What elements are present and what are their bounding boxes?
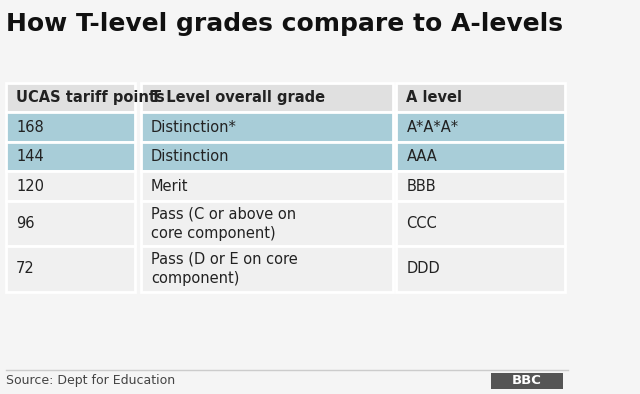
FancyBboxPatch shape [141, 142, 393, 171]
Text: Source: Dept for Education: Source: Dept for Education [6, 374, 175, 387]
Text: Distinction: Distinction [151, 149, 230, 164]
FancyBboxPatch shape [396, 142, 565, 171]
FancyBboxPatch shape [6, 142, 135, 171]
Text: AAA: AAA [406, 149, 437, 164]
FancyBboxPatch shape [491, 373, 563, 389]
FancyBboxPatch shape [396, 246, 565, 292]
Text: Distinction*: Distinction* [151, 119, 237, 135]
FancyBboxPatch shape [141, 112, 393, 142]
Text: 168: 168 [16, 119, 44, 135]
Text: How T-level grades compare to A-levels: How T-level grades compare to A-levels [6, 12, 563, 36]
FancyBboxPatch shape [396, 112, 565, 142]
Text: Pass (C or above on
core component): Pass (C or above on core component) [151, 206, 296, 241]
FancyBboxPatch shape [396, 83, 565, 112]
Text: BBB: BBB [406, 178, 436, 194]
Text: Pass (D or E on core
component): Pass (D or E on core component) [151, 251, 298, 286]
Text: A*A*A*: A*A*A* [406, 119, 458, 135]
FancyBboxPatch shape [6, 246, 135, 292]
FancyBboxPatch shape [6, 201, 135, 246]
FancyBboxPatch shape [6, 112, 135, 142]
Text: CCC: CCC [406, 216, 437, 231]
FancyBboxPatch shape [396, 201, 565, 246]
Text: 120: 120 [16, 178, 44, 194]
FancyBboxPatch shape [141, 171, 393, 201]
Text: DDD: DDD [406, 261, 440, 277]
Text: 72: 72 [16, 261, 35, 277]
Text: A level: A level [406, 90, 463, 105]
FancyBboxPatch shape [141, 83, 393, 112]
FancyBboxPatch shape [141, 246, 393, 292]
FancyBboxPatch shape [6, 171, 135, 201]
Text: 144: 144 [16, 149, 44, 164]
Text: 96: 96 [16, 216, 35, 231]
FancyBboxPatch shape [141, 201, 393, 246]
Text: BBC: BBC [512, 375, 541, 387]
Text: Merit: Merit [151, 178, 188, 194]
FancyBboxPatch shape [6, 83, 135, 112]
FancyBboxPatch shape [396, 171, 565, 201]
Text: UCAS tariff points: UCAS tariff points [16, 90, 165, 105]
Text: T Level overall grade: T Level overall grade [151, 90, 325, 105]
